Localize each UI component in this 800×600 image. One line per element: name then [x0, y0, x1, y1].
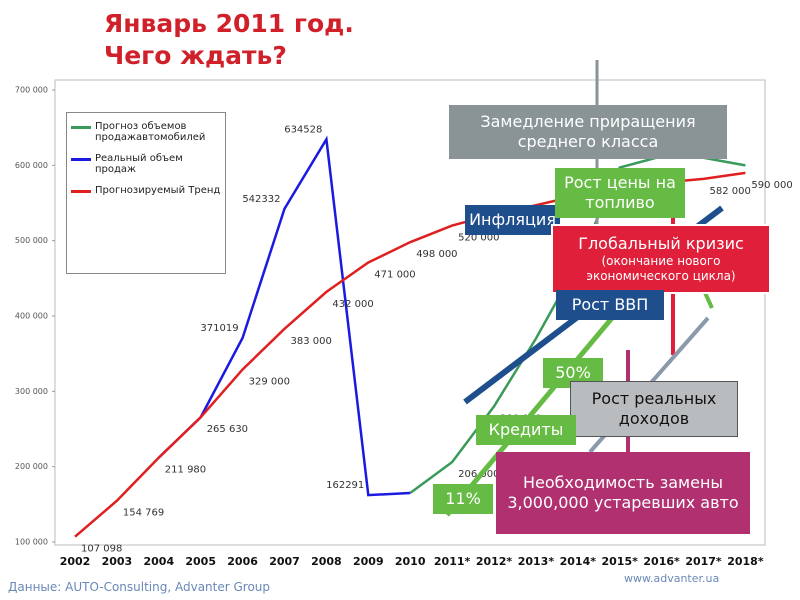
annotation-box: Необходимость замены 3,000,000 устаревши… [496, 452, 750, 534]
x-tick-label: 2016* [643, 555, 680, 568]
data-label: 383 000 [291, 336, 332, 347]
annotation-text: Кредиты [488, 420, 564, 439]
data-label: 162291 [326, 480, 364, 491]
annotation-box: 11% [433, 484, 493, 514]
data-label: 154 769 [123, 508, 164, 519]
slide-title: Январь 2011 год. Чего ждать? [104, 9, 354, 70]
x-tick-label: 2007 [269, 555, 300, 568]
y-tick-label: 600 000 [15, 161, 48, 170]
data-label: 329 000 [249, 376, 290, 387]
x-tick-label: 2012* [476, 555, 513, 568]
annotation-box: Инфляция [465, 205, 560, 235]
data-label: 471 000 [374, 270, 415, 281]
annotation-text: Рост цены на топливо [564, 173, 676, 212]
legend-entry: Реальный объем продаж [71, 153, 221, 175]
x-tick-label: 2005 [185, 555, 216, 568]
y-tick-label: 300 000 [15, 387, 48, 396]
y-tick-label: 100 000 [15, 538, 48, 547]
annotation-text: Инфляция [469, 210, 556, 229]
data-label: 590 000 [751, 180, 792, 191]
data-label: 211 980 [165, 465, 206, 476]
legend-label: Прогноз объемов продажавтомобилей [95, 121, 206, 143]
annotation-text: 11% [445, 489, 481, 508]
data-label: 542332 [242, 194, 280, 205]
annotation-subtext: (окончание нового экономического цикла) [586, 254, 736, 283]
x-tick-label: 2002 [60, 555, 91, 568]
x-tick-label: 2010 [395, 555, 426, 568]
y-tick-label: 400 000 [15, 312, 48, 321]
data-label: 582 000 [710, 186, 751, 197]
y-tick-label: 200 000 [15, 462, 48, 471]
x-tick-label: 2015* [602, 555, 639, 568]
y-tick-label: 700 000 [15, 86, 48, 95]
legend-label: Прогнозируемый Тренд [95, 185, 221, 196]
legend-label: Реальный объем продаж [95, 153, 183, 175]
annotation-text: Необходимость замены 3,000,000 устаревши… [507, 473, 739, 512]
annotation-text: Рост реальных доходов [591, 389, 717, 428]
legend-entry: Прогноз объемов продажавтомобилей [71, 121, 221, 143]
data-label: 371019 [200, 323, 238, 334]
y-tick-label: 500 000 [15, 236, 48, 245]
annotation-box: Рост ВВП [556, 290, 664, 320]
annotation-box: Глобальный кризис (окончание нового эконо… [551, 224, 771, 294]
annotation-text: Глобальный кризис [578, 234, 744, 253]
annotation-box: Рост реальных доходов [570, 381, 738, 437]
x-tick-label: 2018* [727, 555, 764, 568]
source: Данные: AUTO-Consulting, Advanter Group [8, 580, 271, 594]
legend-entry: Прогнозируемый Тренд [71, 185, 221, 196]
data-label: 107 098 [81, 544, 122, 555]
x-tick-label: 2014* [560, 555, 597, 568]
legend-swatch [71, 190, 91, 193]
x-tick-label: 2017* [685, 555, 722, 568]
x-tick-label: 2008 [311, 555, 342, 568]
annotation-text: Рост ВВП [571, 295, 649, 314]
website: www.advanter.ua [624, 572, 720, 585]
legend-swatch [71, 158, 91, 161]
annotation-box: Кредиты [476, 415, 576, 445]
x-tick-label: 2006 [227, 555, 258, 568]
x-tick-label: 2003 [102, 555, 133, 568]
annotation-text: 50% [555, 363, 591, 382]
x-tick-label: 2004 [143, 555, 174, 568]
legend-swatch [71, 126, 91, 129]
legend: Прогноз объемов продажавтомобилей Реальны… [66, 112, 226, 274]
data-label: 432 000 [332, 299, 373, 310]
data-label: 265 630 [207, 424, 248, 435]
data-label: 634528 [284, 124, 322, 135]
data-label: 520 000 [458, 233, 499, 244]
x-tick-label: 2011* [434, 555, 471, 568]
plot-frame [54, 79, 766, 546]
annotation-text: Замедление приращения среднего класса [480, 112, 696, 151]
annotation-box: Рост цены на топливо [555, 168, 685, 218]
x-tick-label: 2013* [518, 555, 555, 568]
annotation-box: Замедление приращения среднего класса [449, 105, 727, 159]
x-tick-label: 2009 [353, 555, 384, 568]
data-label: 498 000 [416, 249, 457, 260]
